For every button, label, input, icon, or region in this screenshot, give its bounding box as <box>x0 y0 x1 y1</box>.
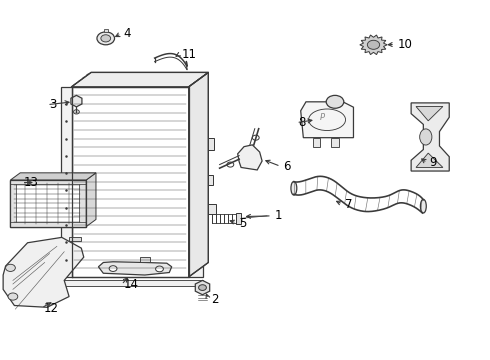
Polygon shape <box>71 95 82 107</box>
Bar <box>203 138 214 150</box>
Text: 4: 4 <box>124 27 131 40</box>
Polygon shape <box>98 262 172 275</box>
Circle shape <box>368 40 380 49</box>
Polygon shape <box>411 103 449 171</box>
Bar <box>72 87 189 277</box>
Text: 13: 13 <box>24 176 39 189</box>
Bar <box>104 30 108 32</box>
Bar <box>61 280 203 286</box>
Text: 11: 11 <box>181 48 196 61</box>
Ellipse shape <box>419 129 432 145</box>
Circle shape <box>198 285 206 291</box>
Circle shape <box>109 266 117 271</box>
Bar <box>189 87 203 277</box>
Polygon shape <box>196 280 210 295</box>
Circle shape <box>74 110 79 114</box>
Text: 9: 9 <box>430 156 437 169</box>
Circle shape <box>156 266 163 272</box>
Bar <box>69 237 81 241</box>
Polygon shape <box>10 173 96 180</box>
Text: 7: 7 <box>345 198 353 211</box>
Polygon shape <box>189 72 208 277</box>
Polygon shape <box>416 153 443 167</box>
Bar <box>61 87 72 277</box>
Bar <box>10 180 86 226</box>
Text: 3: 3 <box>49 98 57 111</box>
Circle shape <box>8 293 18 300</box>
Bar <box>10 222 86 226</box>
Text: 5: 5 <box>239 216 246 230</box>
Text: 2: 2 <box>211 293 219 306</box>
Polygon shape <box>301 102 353 138</box>
Circle shape <box>5 264 15 271</box>
Ellipse shape <box>420 199 426 213</box>
Text: 6: 6 <box>283 160 291 173</box>
Polygon shape <box>86 173 96 226</box>
Ellipse shape <box>291 181 297 195</box>
Circle shape <box>97 32 115 45</box>
Polygon shape <box>72 72 208 87</box>
Polygon shape <box>3 237 84 307</box>
Text: 8: 8 <box>299 116 306 129</box>
Bar <box>10 180 86 184</box>
Circle shape <box>101 35 111 42</box>
Bar <box>313 138 320 147</box>
Circle shape <box>326 95 344 108</box>
Polygon shape <box>360 35 387 55</box>
Bar <box>203 204 216 214</box>
Polygon shape <box>238 145 262 170</box>
Bar <box>140 257 150 262</box>
Bar <box>203 175 213 185</box>
Bar <box>10 180 16 226</box>
Bar <box>236 213 241 224</box>
Bar <box>79 180 86 226</box>
Text: 10: 10 <box>397 38 412 51</box>
Text: 1: 1 <box>274 210 282 222</box>
Bar <box>331 138 339 147</box>
Polygon shape <box>416 107 443 121</box>
Bar <box>10 180 86 226</box>
Text: 14: 14 <box>124 278 139 291</box>
Text: P: P <box>319 113 325 122</box>
Text: 12: 12 <box>44 302 59 315</box>
